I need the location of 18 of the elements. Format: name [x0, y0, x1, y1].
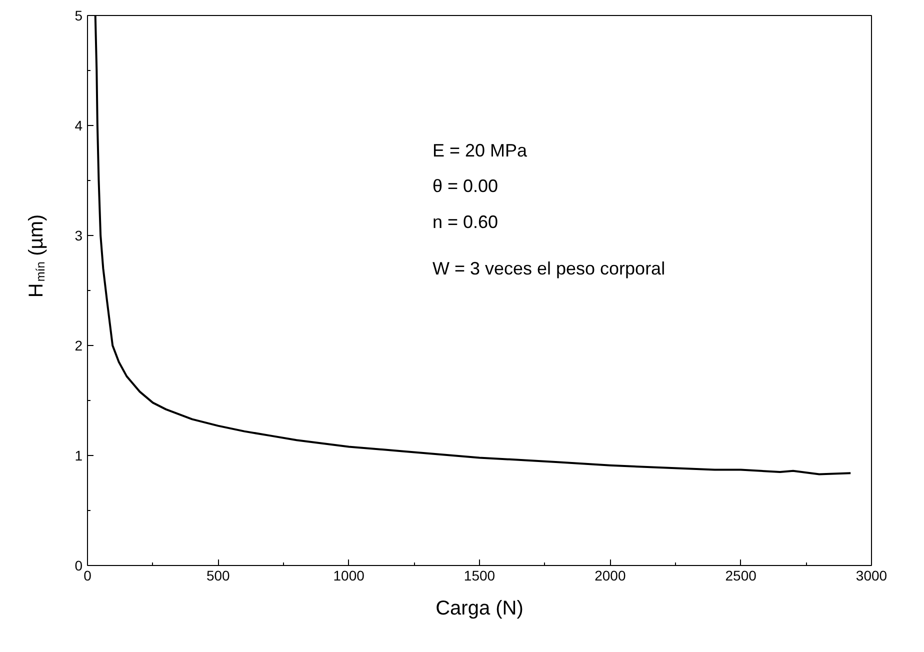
y-tick-label: 5	[74, 8, 83, 24]
annotation: θ = 0.00	[432, 176, 498, 196]
y-tick-label: 3	[74, 228, 83, 244]
y-tick-label: 2	[74, 338, 83, 354]
annotation: W = 3 veces el peso corporal	[432, 258, 666, 278]
annotation: n = 0.60	[432, 212, 498, 232]
x-axis-title: Carga (N)	[436, 598, 524, 620]
y-axis-title: Hmín (µm)	[26, 214, 48, 298]
x-tick-label: 2500	[725, 568, 757, 584]
x-tick-label: 3000	[856, 568, 888, 584]
x-tick-label: 1000	[333, 568, 365, 584]
y-tick-label: 4	[74, 118, 83, 134]
x-tick-label: 2000	[594, 568, 626, 584]
y-tick-label: 1	[74, 448, 83, 464]
annotation: E = 20 MPa	[432, 140, 528, 160]
y-tick-label: 0	[74, 558, 83, 574]
x-tick-label: 1500	[464, 568, 496, 584]
x-tick-label: 500	[206, 568, 230, 584]
